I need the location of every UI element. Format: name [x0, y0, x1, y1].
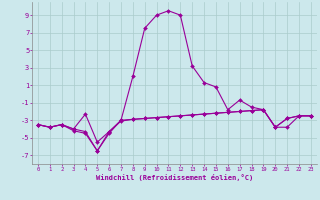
X-axis label: Windchill (Refroidissement éolien,°C): Windchill (Refroidissement éolien,°C)	[96, 174, 253, 181]
